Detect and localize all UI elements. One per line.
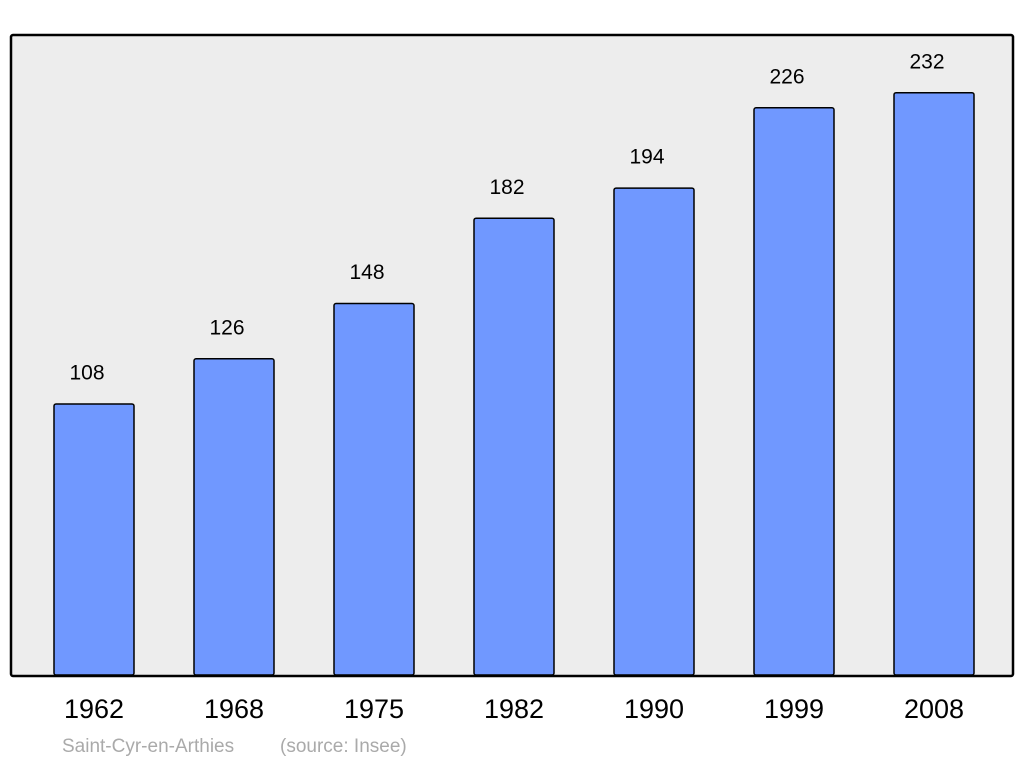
x-tick-label: 1999	[764, 694, 824, 724]
x-tick-label: 1962	[64, 694, 124, 724]
x-tick-label: 1975	[344, 694, 404, 724]
bar	[473, 217, 555, 676]
value-label: 226	[769, 65, 804, 88]
bar	[613, 187, 695, 676]
bar	[893, 91, 975, 676]
bar	[53, 403, 135, 676]
x-tick-label: 1990	[624, 694, 684, 724]
value-label: 126	[209, 316, 244, 339]
caption: Saint-Cyr-en-Arthies	[62, 736, 234, 757]
x-tick-label: 2008	[904, 694, 964, 724]
x-tick-label: 1982	[484, 694, 544, 724]
bar	[193, 358, 275, 676]
source: (source: Insee)	[280, 736, 407, 757]
value-label: 182	[489, 176, 524, 199]
value-label: 194	[629, 146, 664, 169]
value-label: 148	[349, 261, 384, 284]
value-label: 232	[909, 50, 944, 73]
bar	[333, 302, 415, 676]
bar	[753, 107, 835, 676]
value-label: 108	[69, 361, 104, 384]
x-tick-label: 1968	[204, 694, 264, 724]
